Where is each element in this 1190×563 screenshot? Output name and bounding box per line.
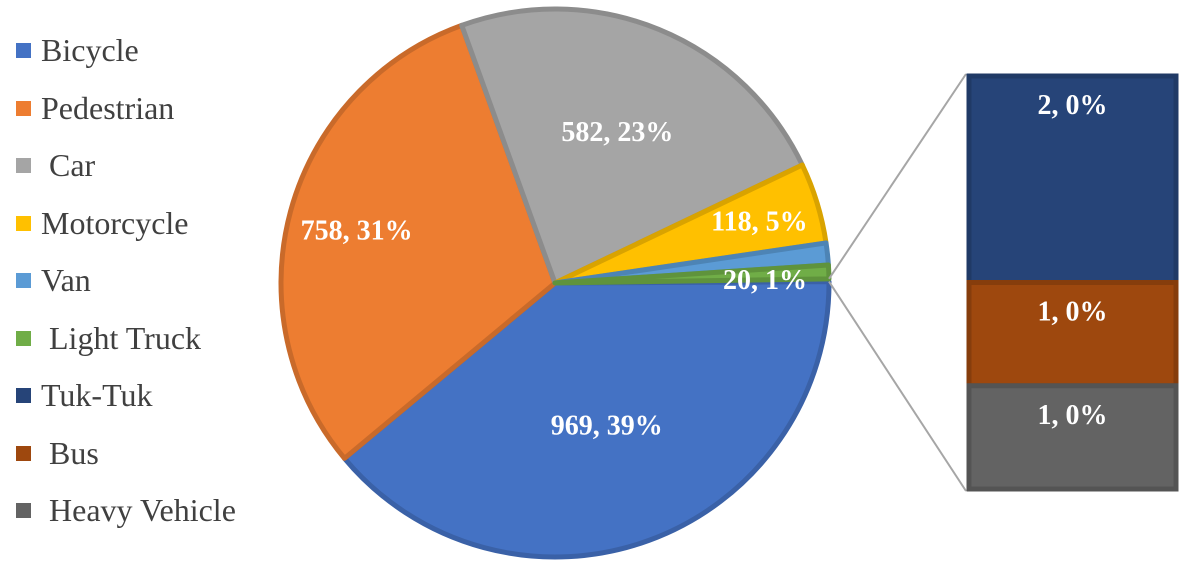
connector-lines [828, 73, 967, 492]
legend-label: Bus [41, 434, 99, 471]
data-label-light-truck: 20, 1% [723, 265, 807, 296]
data-label-motorcycle: 118, 5% [711, 207, 807, 238]
bar-segment-heavy-vehicle [966, 383, 1179, 492]
legend-item-heavy-vehicle: Heavy Vehicle [16, 482, 316, 540]
pie [278, 6, 832, 560]
connector-line-top [828, 73, 967, 280]
legend-label: Van [41, 262, 91, 299]
legend-item-bicycle: Bicycle [16, 22, 316, 80]
data-label-bus: 1, 0% [1038, 297, 1108, 328]
legend-item-van: Van [16, 252, 316, 310]
legend-swatch [16, 503, 31, 519]
legend-item-bus: Bus [16, 425, 316, 483]
legend-swatch [16, 388, 31, 404]
legend-swatch [16, 445, 31, 461]
legend-item-pedestrian: Pedestrian [16, 80, 316, 138]
connector-line-bottom [828, 281, 967, 492]
legend-item-motorcycle: Motorcycle [16, 195, 316, 253]
data-label-pedestrian: 758, 31% [301, 215, 413, 246]
legend-label: Bicycle [41, 32, 139, 69]
data-label-heavy-vehicle: 1, 0% [1038, 400, 1108, 431]
legend-item-car: Car [16, 137, 316, 195]
legend-swatch [16, 215, 31, 231]
data-label-tuk-tuk: 2, 0% [1038, 90, 1108, 121]
pie-slice-bicycle [341, 279, 832, 560]
pie-slice-pedestrian [278, 22, 558, 461]
pie-slice-car [459, 6, 805, 286]
data-label-bicycle: 969, 39% [551, 411, 663, 442]
legend-label: Motorcycle [41, 204, 189, 241]
secondary-bar [966, 73, 1179, 492]
data-labels: 969, 39% 758, 31% 582, 23% 118, 5% 20, 1% 2, … [301, 90, 1108, 442]
legend-label: Pedestrian [41, 89, 175, 126]
legend-label: Light Truck [41, 319, 202, 356]
legend-item-tuk-tuk: Tuk-Tuk [16, 367, 316, 425]
legend-swatch [16, 158, 31, 174]
legend-swatch [16, 273, 31, 289]
legend: Bicycle Pedestrian Car Motorcycle Van Light… [16, 22, 316, 540]
legend-label: Heavy Vehicle [41, 492, 236, 529]
data-label-car: 582, 23% [561, 117, 673, 148]
legend-label: Tuk-Tuk [41, 377, 153, 414]
legend-swatch [16, 330, 31, 346]
bar-segment-tuk-tuk [966, 73, 1179, 285]
bar-segment-bus [966, 280, 1179, 389]
legend-label: Car [41, 147, 96, 184]
legend-swatch [16, 43, 31, 59]
legend-swatch [16, 100, 31, 116]
legend-item-light-truck: Light Truck [16, 310, 316, 368]
pie-slice-light-truck [552, 262, 832, 286]
